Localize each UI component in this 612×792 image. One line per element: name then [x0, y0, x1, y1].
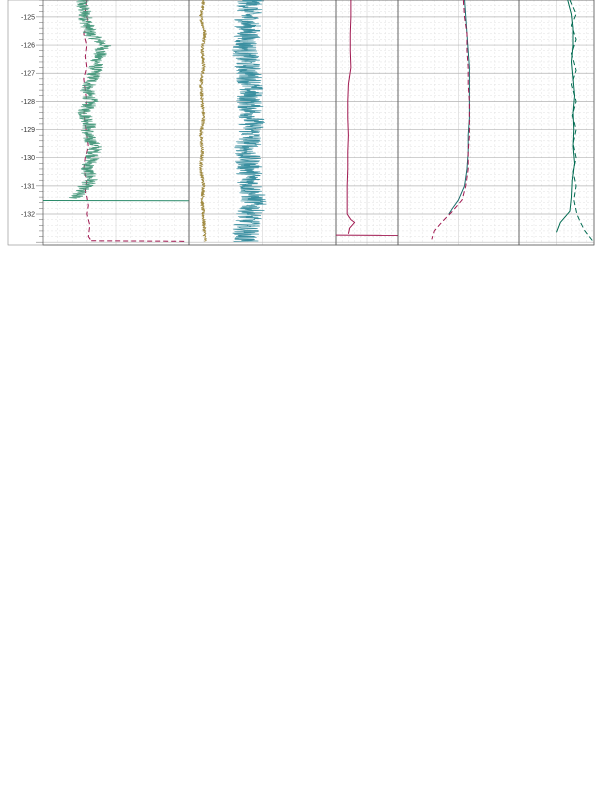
log-curve-track1-3: [68, 0, 112, 199]
log-curve-track3-1: [346, 0, 356, 234]
track-grid: [398, 0, 519, 245]
track-5: [518, 0, 595, 246]
log-curve-track4-2: [431, 0, 470, 240]
track-grid: [189, 0, 336, 245]
log-curve-track5-1: [556, 0, 575, 233]
log-curve-track2-2: [231, 0, 267, 242]
depth-tick-label: -130: [21, 155, 35, 162]
log-curve-track1-2: [91, 240, 187, 242]
plot-frame: [7, 0, 595, 246]
track-4: [397, 0, 520, 246]
track-grid: [43, 0, 189, 245]
depth-tick-label: -131: [21, 183, 35, 190]
depth-tick-label: -126: [21, 43, 35, 50]
depth-tick-label: -125: [21, 14, 35, 21]
log-curve-track1-1: [83, 0, 92, 242]
depth-tick-label: -129: [21, 127, 35, 134]
log-curve-track5-2: [569, 0, 593, 242]
log-curve-track4-1: [448, 0, 470, 215]
depth-tick-label: -132: [21, 212, 35, 219]
depth-tick-label: -128: [21, 99, 35, 106]
log-curve-track2-1: [198, 0, 207, 242]
track-1: [42, 0, 190, 246]
track-grid: [336, 0, 398, 245]
track-3: [335, 0, 399, 246]
log-tracks: [42, 0, 595, 246]
track-border: [518, 0, 595, 246]
depth-tick-label: -127: [21, 71, 35, 78]
depth-axis: -125 -126 -127 -128 -129 -130 -131 -132: [21, 0, 43, 243]
track-grid: [519, 0, 594, 245]
